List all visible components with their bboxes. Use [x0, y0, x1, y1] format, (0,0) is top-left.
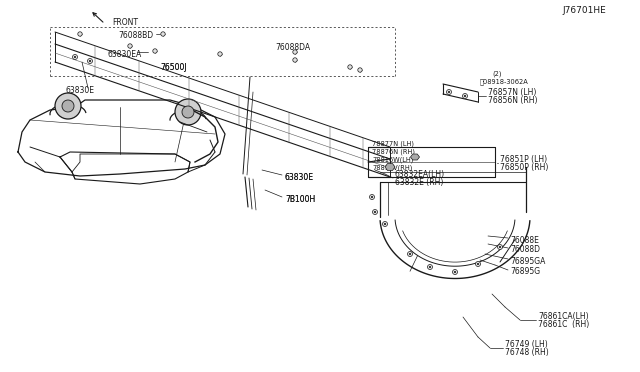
Circle shape: [161, 32, 165, 36]
Text: 76851P (LH): 76851P (LH): [500, 154, 547, 164]
Circle shape: [499, 246, 501, 248]
Circle shape: [74, 56, 76, 58]
Text: ⓝ08918-3062A: ⓝ08918-3062A: [480, 79, 529, 85]
Text: 76088D: 76088D: [510, 246, 540, 254]
Circle shape: [447, 90, 451, 94]
Text: 63830EA: 63830EA: [107, 49, 141, 58]
Circle shape: [55, 93, 81, 119]
Text: FRONT: FRONT: [112, 17, 138, 26]
Circle shape: [497, 244, 502, 250]
Text: 78816V(RH): 78816V(RH): [372, 165, 412, 171]
Circle shape: [476, 262, 481, 266]
Text: 63830E: 63830E: [285, 173, 314, 182]
Circle shape: [408, 251, 413, 257]
Text: 78876N (RH): 78876N (RH): [372, 149, 415, 155]
Text: 63830E: 63830E: [285, 173, 314, 182]
Text: 78816W(LH): 78816W(LH): [372, 157, 413, 163]
Circle shape: [182, 106, 194, 118]
Circle shape: [429, 266, 431, 268]
Circle shape: [218, 52, 222, 56]
Circle shape: [383, 221, 387, 227]
Text: 76748 (RH): 76748 (RH): [505, 347, 548, 356]
Circle shape: [88, 58, 93, 64]
Circle shape: [153, 49, 157, 53]
Circle shape: [292, 50, 297, 54]
Polygon shape: [385, 164, 395, 170]
Circle shape: [448, 91, 450, 93]
Circle shape: [372, 209, 378, 215]
Text: 63830E: 63830E: [65, 86, 94, 94]
Circle shape: [369, 195, 374, 199]
Text: J76701HE: J76701HE: [562, 6, 605, 15]
Circle shape: [374, 211, 376, 213]
Circle shape: [348, 65, 352, 69]
Text: 76088E: 76088E: [510, 235, 539, 244]
Circle shape: [62, 100, 74, 112]
Text: 76895G: 76895G: [510, 267, 540, 276]
Circle shape: [454, 271, 456, 273]
Circle shape: [464, 95, 466, 97]
Text: 76749 (LH): 76749 (LH): [505, 340, 548, 349]
Text: 63832EA(LH): 63832EA(LH): [395, 170, 445, 179]
Circle shape: [72, 55, 77, 60]
Circle shape: [78, 32, 82, 36]
Text: 63832E (RH): 63832E (RH): [395, 177, 444, 186]
Circle shape: [358, 68, 362, 72]
Text: 76500J: 76500J: [160, 62, 187, 71]
Text: 76088DA: 76088DA: [275, 42, 310, 51]
Circle shape: [452, 269, 458, 275]
Text: 76857N (LH): 76857N (LH): [488, 87, 536, 96]
Text: 7B100H: 7B100H: [285, 195, 316, 203]
Circle shape: [128, 44, 132, 48]
Text: 76861CA(LH): 76861CA(LH): [538, 311, 589, 321]
Text: (2): (2): [492, 71, 502, 77]
Circle shape: [292, 58, 297, 62]
Circle shape: [89, 60, 91, 62]
Circle shape: [384, 223, 386, 225]
Text: 76500J: 76500J: [160, 62, 187, 71]
Circle shape: [409, 253, 411, 255]
Circle shape: [175, 99, 201, 125]
Circle shape: [428, 264, 433, 269]
Text: 78877N (LH): 78877N (LH): [372, 141, 414, 147]
Circle shape: [463, 93, 467, 99]
Text: 76861C  (RH): 76861C (RH): [538, 320, 589, 328]
Text: 76856N (RH): 76856N (RH): [488, 96, 538, 105]
Text: 76895GA: 76895GA: [510, 257, 545, 266]
Polygon shape: [410, 154, 419, 160]
Text: 76850P (RH): 76850P (RH): [500, 163, 548, 171]
Text: 7B100H: 7B100H: [285, 195, 316, 203]
Circle shape: [371, 196, 373, 198]
Circle shape: [477, 263, 479, 265]
Text: 76088BD: 76088BD: [118, 31, 153, 39]
